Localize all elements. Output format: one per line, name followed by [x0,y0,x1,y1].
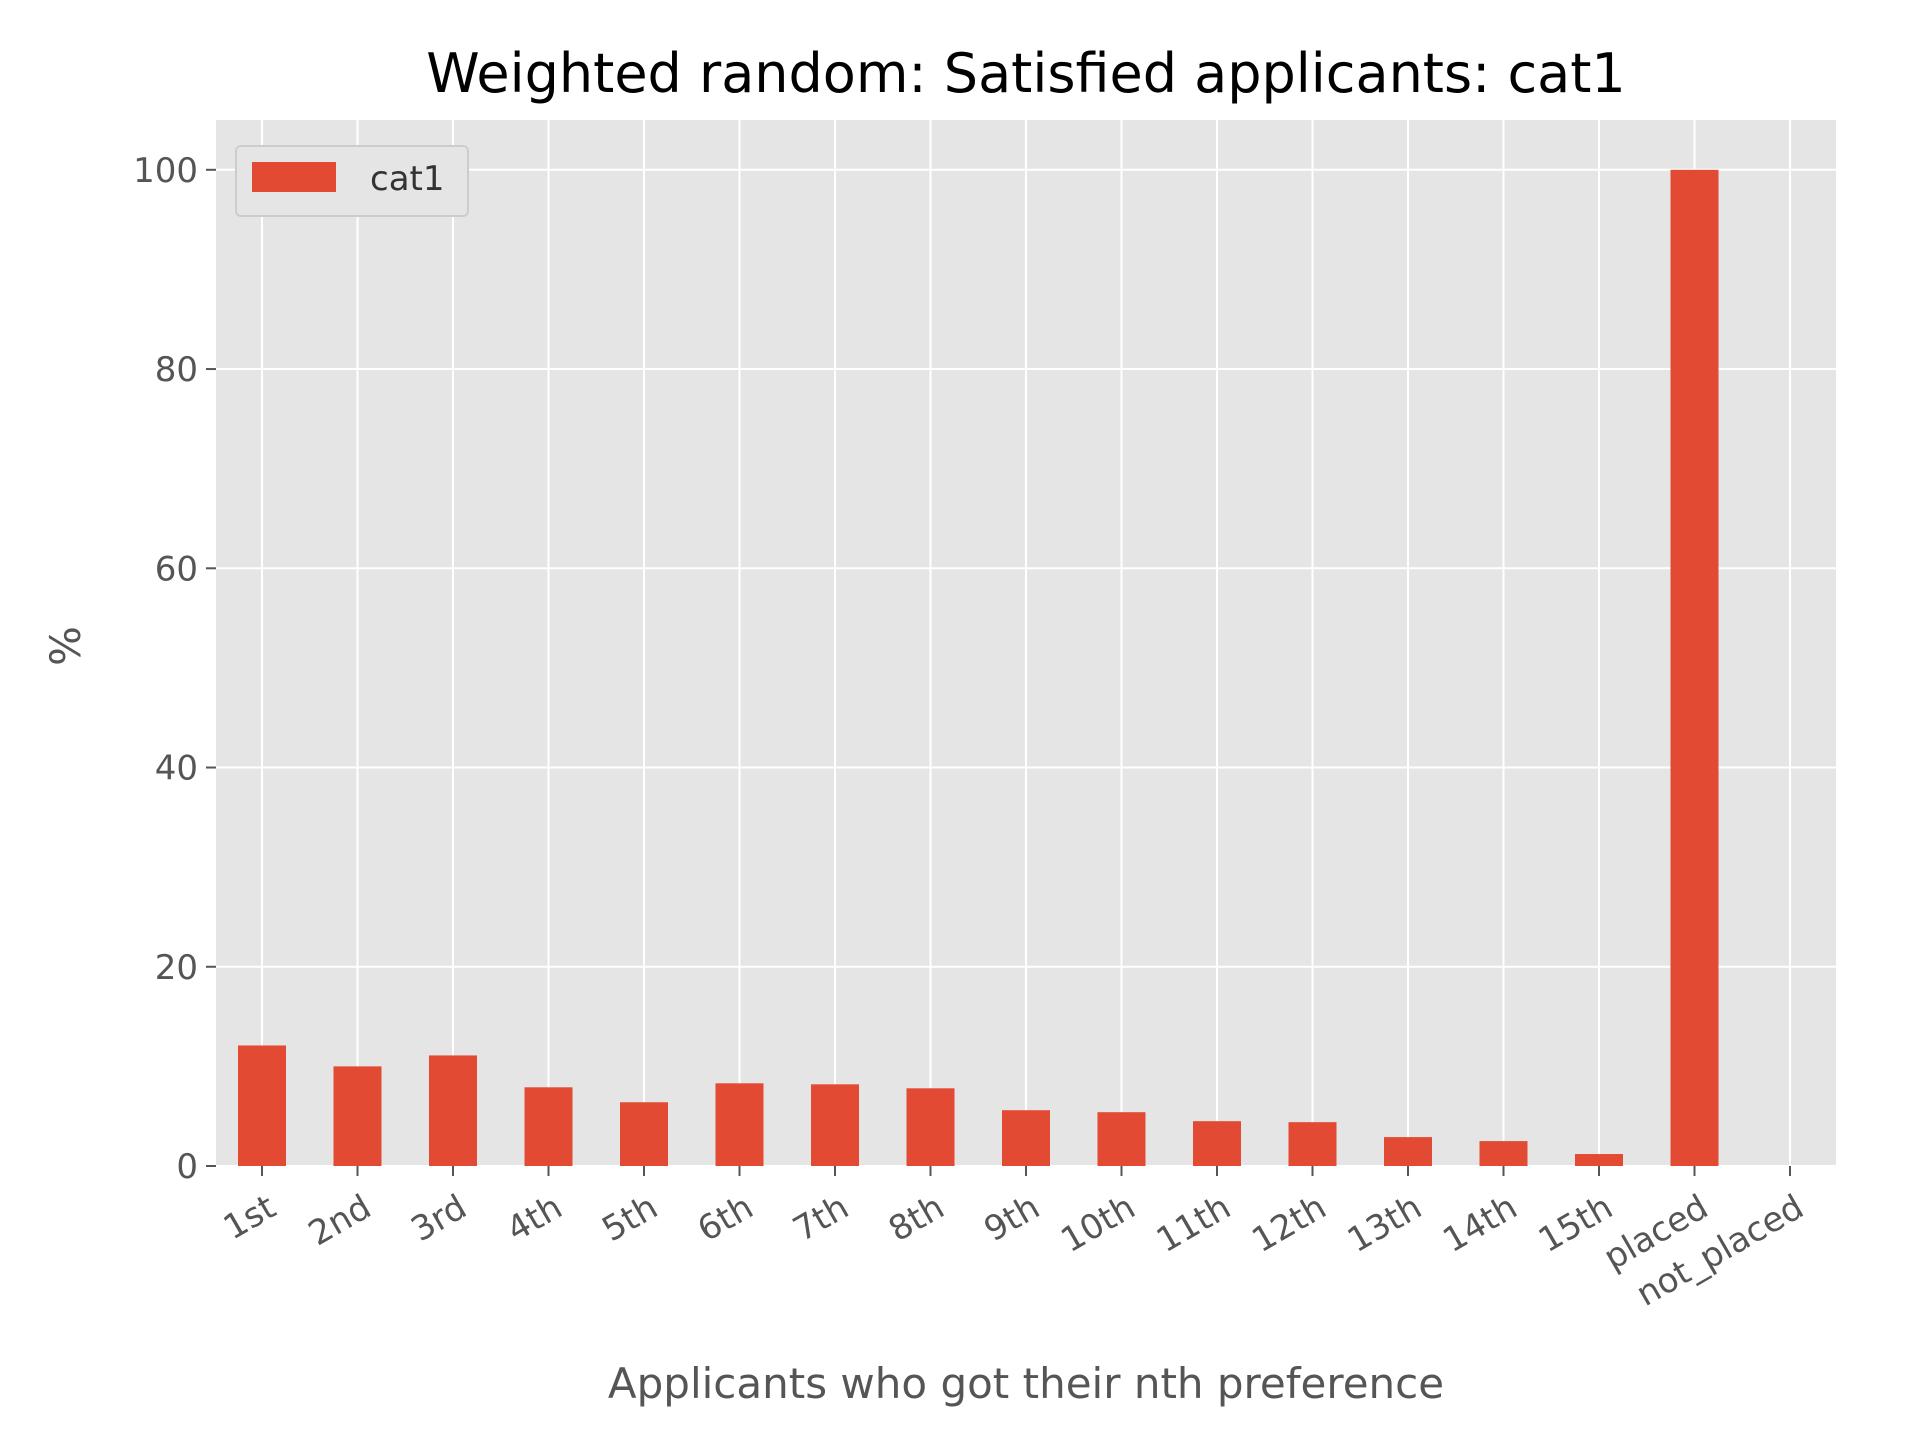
y-axis-label: % [41,626,90,666]
bar-4th [524,1087,573,1166]
bar-8th [906,1088,955,1166]
bar-1st [238,1045,286,1166]
bar-14th [1479,1141,1528,1166]
bar-6th [715,1083,764,1166]
bars [238,169,1719,1167]
grid [216,120,1836,1167]
legend-label: cat1 [370,159,445,199]
bar-9th [1002,1110,1050,1166]
chart-title: Weighted random: Satisfied applicants: c… [426,42,1626,105]
y-tick-label: 20 [155,948,198,988]
bar-12th [1288,1122,1337,1166]
bar-7th [811,1084,859,1166]
bar-5th [620,1102,668,1166]
y-tick-label: 100 [133,151,198,191]
y-tick-label: 60 [155,549,198,589]
y-tick-label: 80 [155,350,198,390]
bar-3rd [429,1055,477,1166]
legend-swatch [252,162,336,192]
bar-placed [1670,169,1719,1167]
bar-13th [1384,1137,1432,1166]
bar-10th [1097,1112,1146,1166]
bar-2nd [333,1066,382,1166]
bar-15th [1575,1154,1623,1166]
y-tick-label: 40 [155,749,198,789]
bar-11th [1193,1121,1241,1166]
legend: cat1 [235,145,469,217]
y-tick-label: 0 [176,1147,198,1187]
x-axis-label: Applicants who got their nth preference [608,1359,1444,1408]
